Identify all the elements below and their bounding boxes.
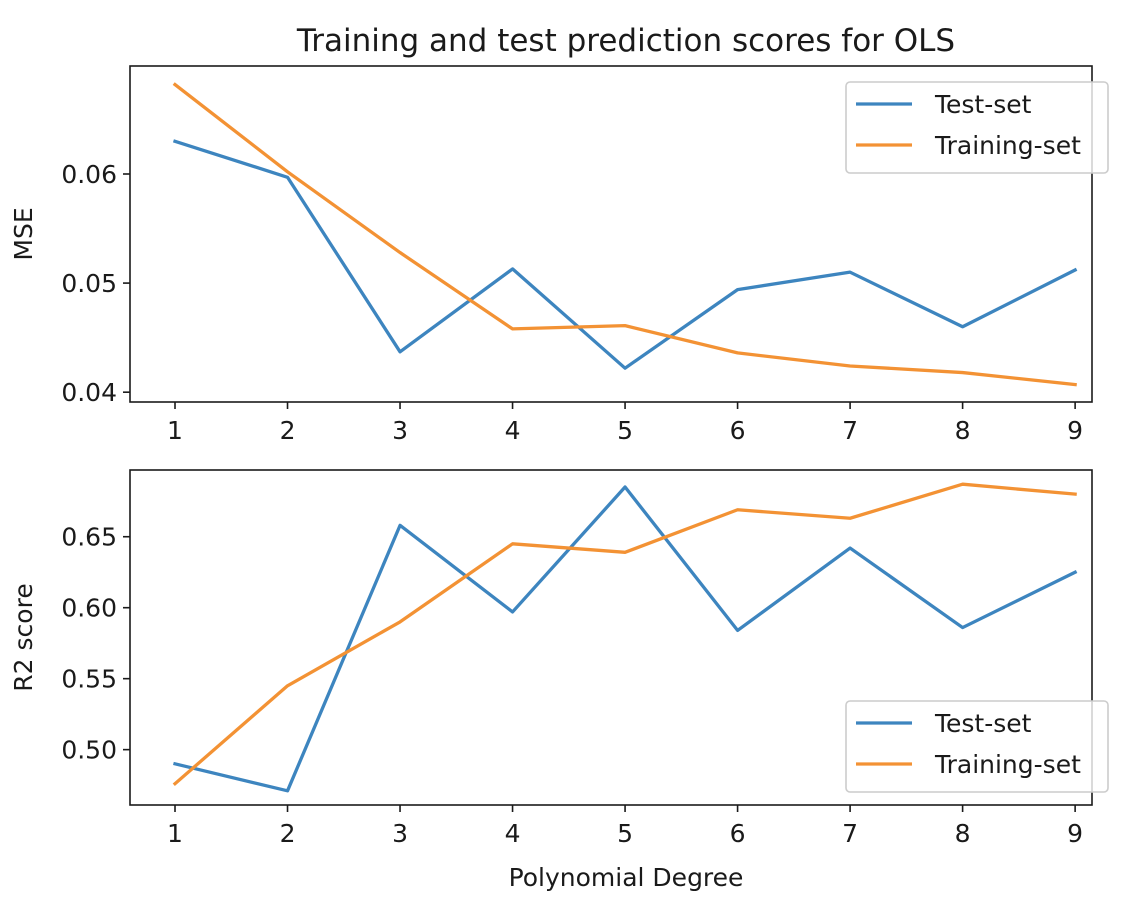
x-tick-label: 7	[842, 416, 858, 445]
x-tick-label: 8	[955, 416, 971, 445]
legend-label: Training-set	[934, 750, 1081, 779]
series-line-training-set	[172, 482, 1077, 787]
series-line-training-set	[172, 82, 1077, 387]
series-line-test-set	[172, 139, 1078, 370]
legend: Test-set Training-set	[845, 700, 1109, 793]
x-tick-label: 4	[505, 416, 521, 445]
legend-label: Test-set	[934, 90, 1032, 119]
x-axis-label: Polynomial Degree	[509, 863, 744, 892]
x-tick-label: 5	[617, 819, 633, 848]
y-tick-label: 0.04	[61, 378, 117, 407]
y-tick-label: 0.05	[61, 269, 117, 298]
x-tick-label: 1	[167, 819, 183, 848]
x-tick-label: 8	[955, 819, 971, 848]
x-tick-label: 6	[730, 819, 746, 848]
axes-frame	[129, 469, 1093, 806]
legend-label: Test-set	[934, 709, 1032, 738]
x-tick-label: 1	[167, 416, 183, 445]
x-tick-label: 5	[617, 416, 633, 445]
x-tick-label: 9	[1067, 819, 1083, 848]
y-tick-label: 0.50	[61, 736, 117, 765]
y-tick-label: 0.55	[61, 665, 117, 694]
y-tick-label: 0.06	[61, 160, 117, 189]
x-tick-label: 4	[505, 819, 521, 848]
x-tick-label: 3	[392, 819, 408, 848]
x-tick-label: 3	[392, 416, 408, 445]
r2-panel: 1 2 3 4 5 6 7 8 9 0.50 0.55 0.60 0.65 R2 score Test-se…	[9, 469, 1109, 848]
legend-label: Training-set	[934, 131, 1081, 160]
x-tick-label: 7	[842, 819, 858, 848]
legend: Test-set Training-set	[845, 81, 1109, 174]
y-tick-label: 0.65	[61, 523, 117, 552]
axes-frame	[129, 65, 1093, 403]
y-axis-label: R2 score	[9, 583, 38, 691]
mse-panel: 1 2 3 4 5 6 7 8 9 0.04 0.05 0.06 MSE Test-set Training…	[9, 65, 1109, 445]
figure-title: Training and test prediction scores for …	[296, 23, 955, 59]
series-line-test-set	[173, 485, 1078, 793]
y-tick-label: 0.60	[61, 594, 117, 623]
x-tick-label: 2	[280, 416, 296, 445]
y-axis-label: MSE	[9, 207, 38, 260]
x-tick-label: 6	[730, 416, 746, 445]
x-tick-label: 9	[1067, 416, 1083, 445]
x-tick-label: 2	[280, 819, 296, 848]
